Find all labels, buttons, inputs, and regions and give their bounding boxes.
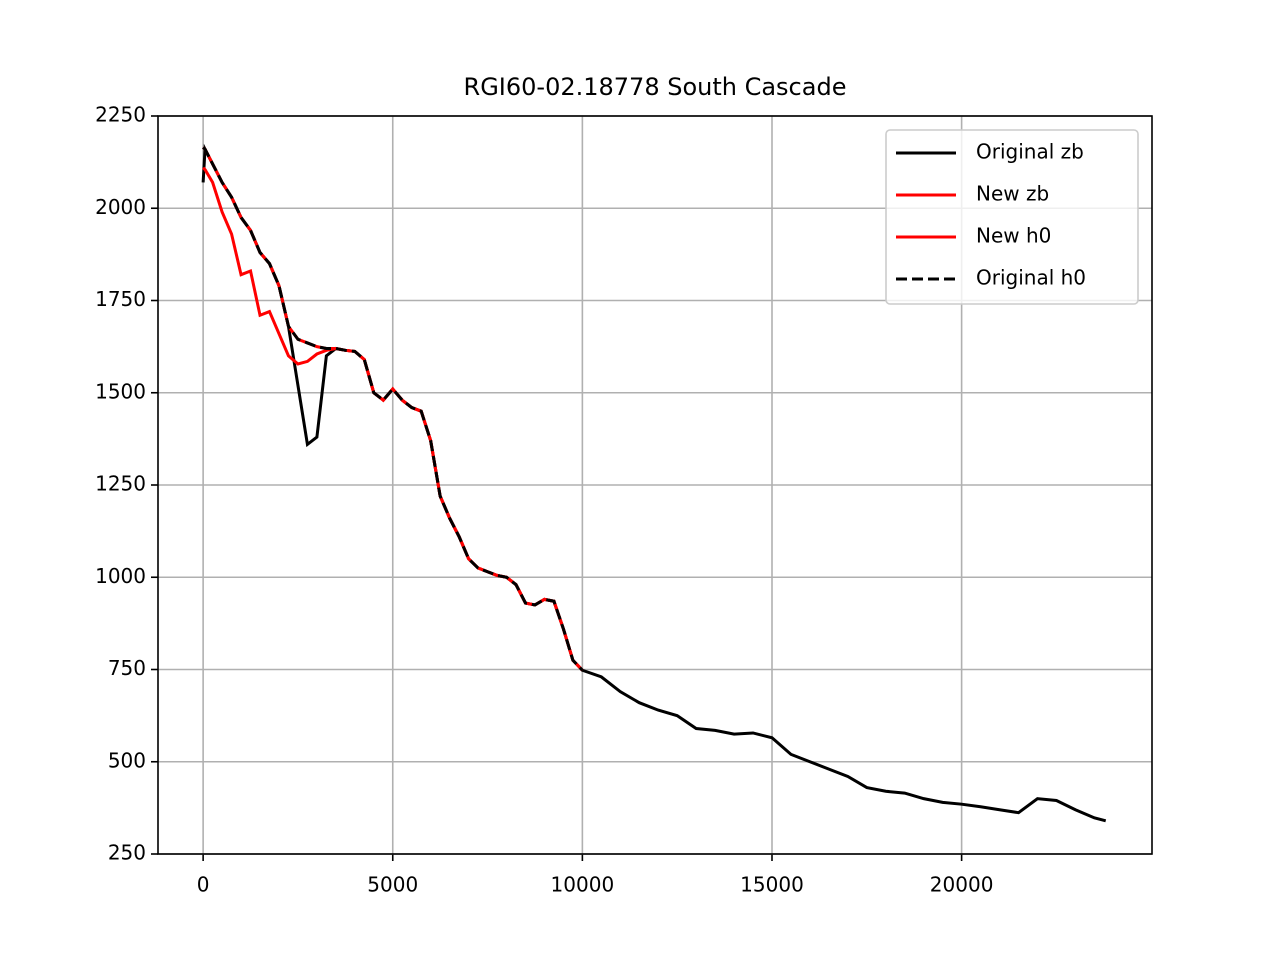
- y-tick-label: 2000: [95, 195, 146, 219]
- y-tick-label: 1000: [95, 564, 146, 588]
- y-tick-label: 750: [108, 656, 146, 680]
- y-tick-label: 1500: [95, 379, 146, 403]
- x-tick-label: 15000: [740, 873, 804, 897]
- y-tick-label: 1750: [95, 287, 146, 311]
- legend-label: Original zb: [976, 140, 1084, 164]
- x-tick-label: 0: [197, 873, 210, 897]
- y-tick-label: 250: [108, 841, 146, 865]
- plot-frame: [157, 115, 1153, 855]
- series-line: [202, 146, 584, 672]
- y-tick-label: 2250: [95, 103, 146, 127]
- y-tick-label: 1250: [95, 472, 146, 496]
- legend-label: Original h0: [976, 266, 1086, 290]
- chart-title: RGI60-02.18778 South Cascade: [464, 73, 847, 101]
- x-tick-label: 5000: [367, 873, 418, 897]
- legend-box: [885, 129, 1139, 305]
- x-tick-label: 20000: [930, 873, 994, 897]
- legend-label: New zb: [976, 182, 1049, 206]
- legend-label: New h0: [976, 224, 1051, 248]
- x-tick-label: 10000: [551, 873, 615, 897]
- y-tick-label: 500: [108, 748, 146, 772]
